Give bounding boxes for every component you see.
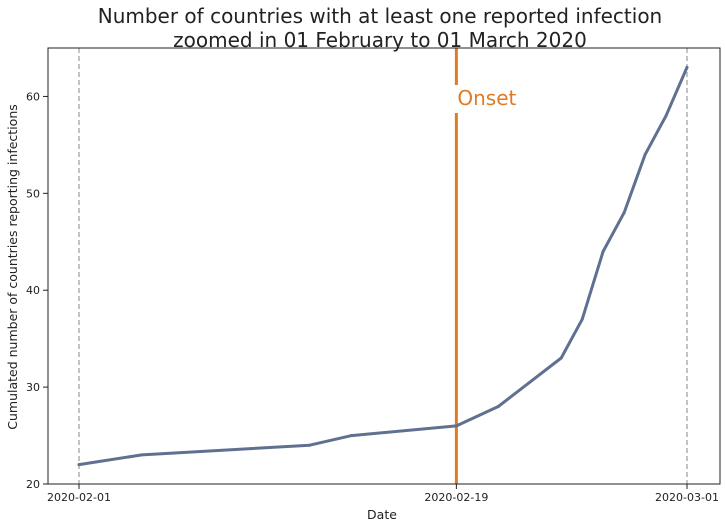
data-point [622, 211, 626, 215]
series-line-0 [77, 65, 689, 467]
chart-title-line-1: Number of countries with at least one re… [98, 4, 663, 28]
data-point [77, 463, 81, 467]
series-layer [77, 65, 689, 467]
y-tick-label: 20 [26, 478, 40, 491]
data-point [685, 65, 689, 69]
x-tick-label: 2020-02-19 [424, 491, 488, 504]
x-tick-label: 2020-02-01 [47, 491, 111, 504]
data-point [580, 317, 584, 321]
data-point [140, 453, 144, 457]
x-tick-label: 2020-03-01 [655, 491, 719, 504]
data-point [350, 434, 354, 438]
x-axis: 2020-02-01 2020-02-19 2020-03-01 [47, 484, 719, 504]
plot-frame [47, 47, 721, 485]
data-point [664, 114, 668, 118]
y-tick-label: 30 [26, 381, 40, 394]
onset-marker: Onset [454, 48, 517, 484]
data-point [454, 424, 458, 428]
y-tick-label: 60 [26, 90, 40, 103]
y-tick-label: 50 [26, 187, 40, 200]
data-point [308, 443, 312, 447]
data-point [559, 356, 563, 360]
y-tick-label: 40 [26, 284, 40, 297]
onset-label: Onset [457, 86, 516, 110]
data-point [643, 153, 647, 157]
data-point [496, 404, 500, 408]
y-axis: 20 30 40 50 60 [26, 90, 48, 491]
data-point [601, 249, 605, 253]
x-axis-label: Date [367, 507, 397, 522]
reference-lines [78, 48, 688, 484]
y-axis-label: Cumulated number of countries reporting … [5, 104, 20, 430]
